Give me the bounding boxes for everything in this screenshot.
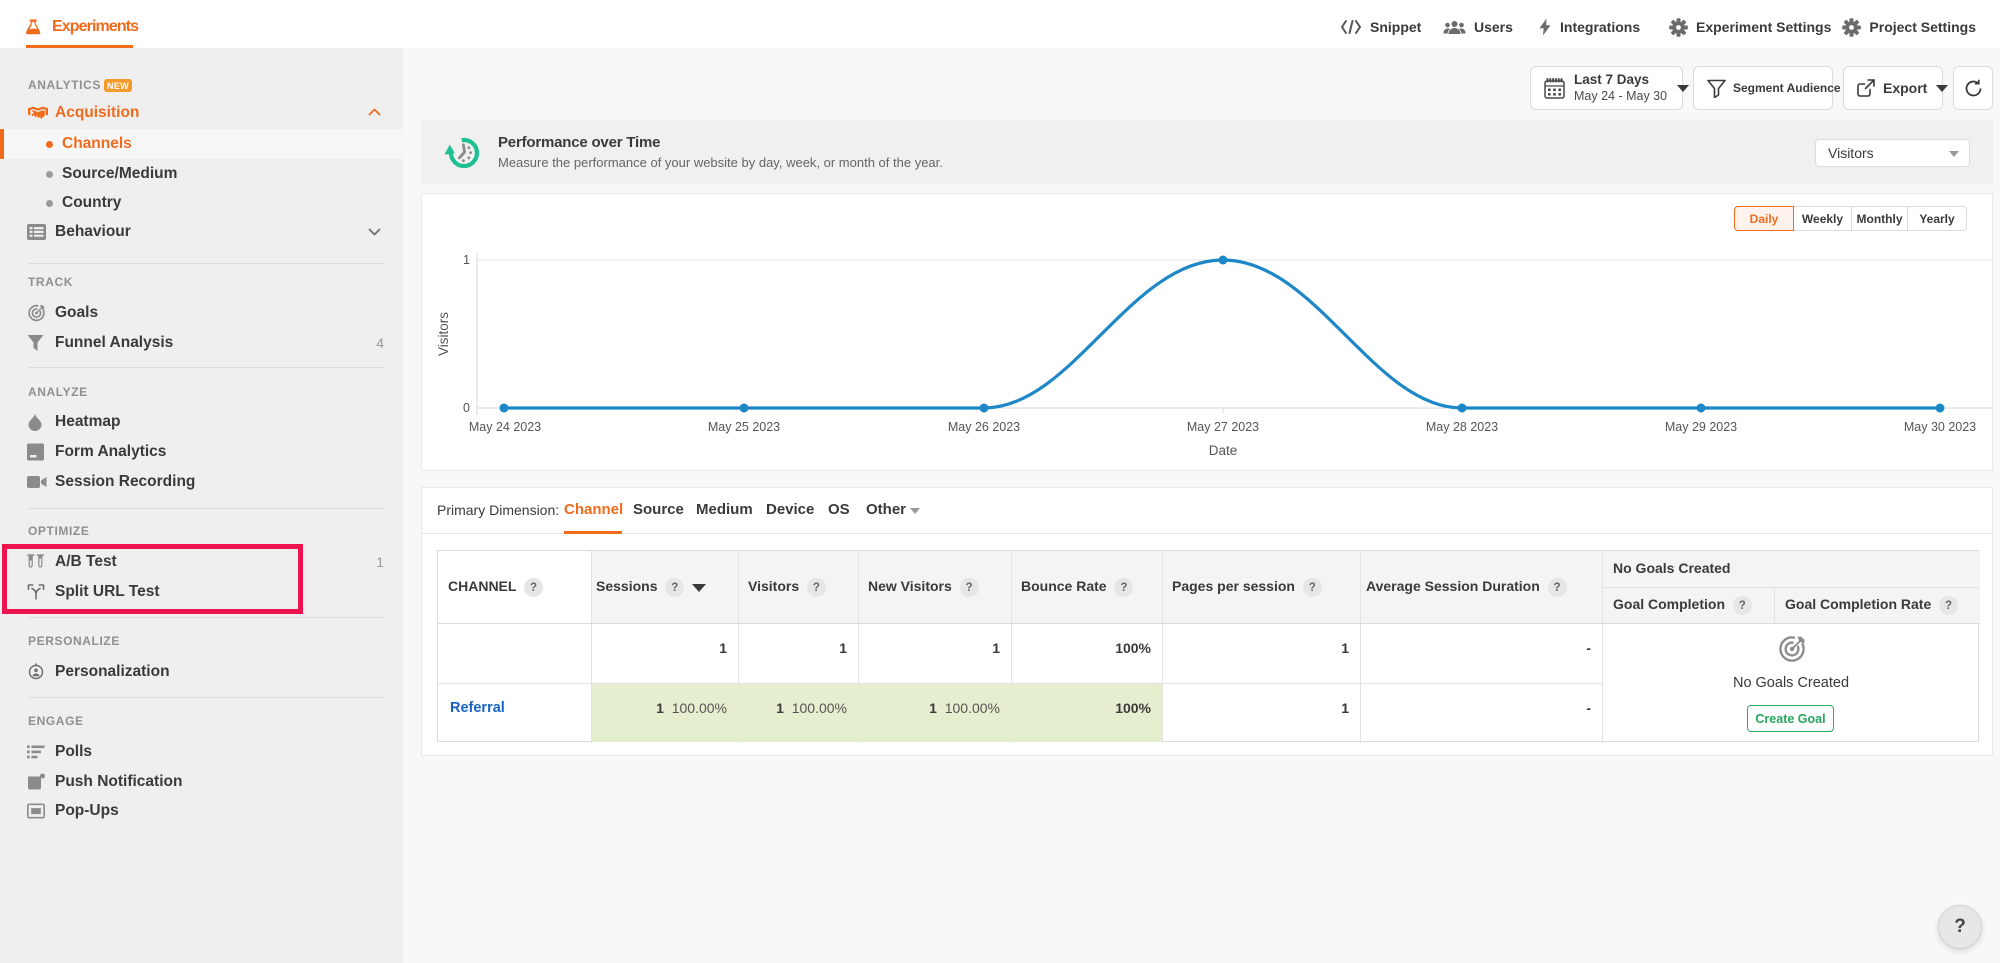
svg-text:Date: Date (1209, 443, 1238, 458)
svg-text:1: 1 (463, 253, 470, 267)
svg-text:May 26 2023: May 26 2023 (948, 420, 1020, 434)
svg-text:May 27 2023: May 27 2023 (1187, 420, 1259, 434)
svg-text:Visitors: Visitors (436, 312, 451, 356)
svg-text:0: 0 (463, 401, 470, 415)
svg-text:May 29 2023: May 29 2023 (1665, 420, 1737, 434)
svg-text:May 28 2023: May 28 2023 (1426, 420, 1498, 434)
svg-text:May 25 2023: May 25 2023 (708, 420, 780, 434)
svg-text:May 30 2023: May 30 2023 (1904, 420, 1976, 434)
svg-text:May 24 2023: May 24 2023 (469, 420, 541, 434)
